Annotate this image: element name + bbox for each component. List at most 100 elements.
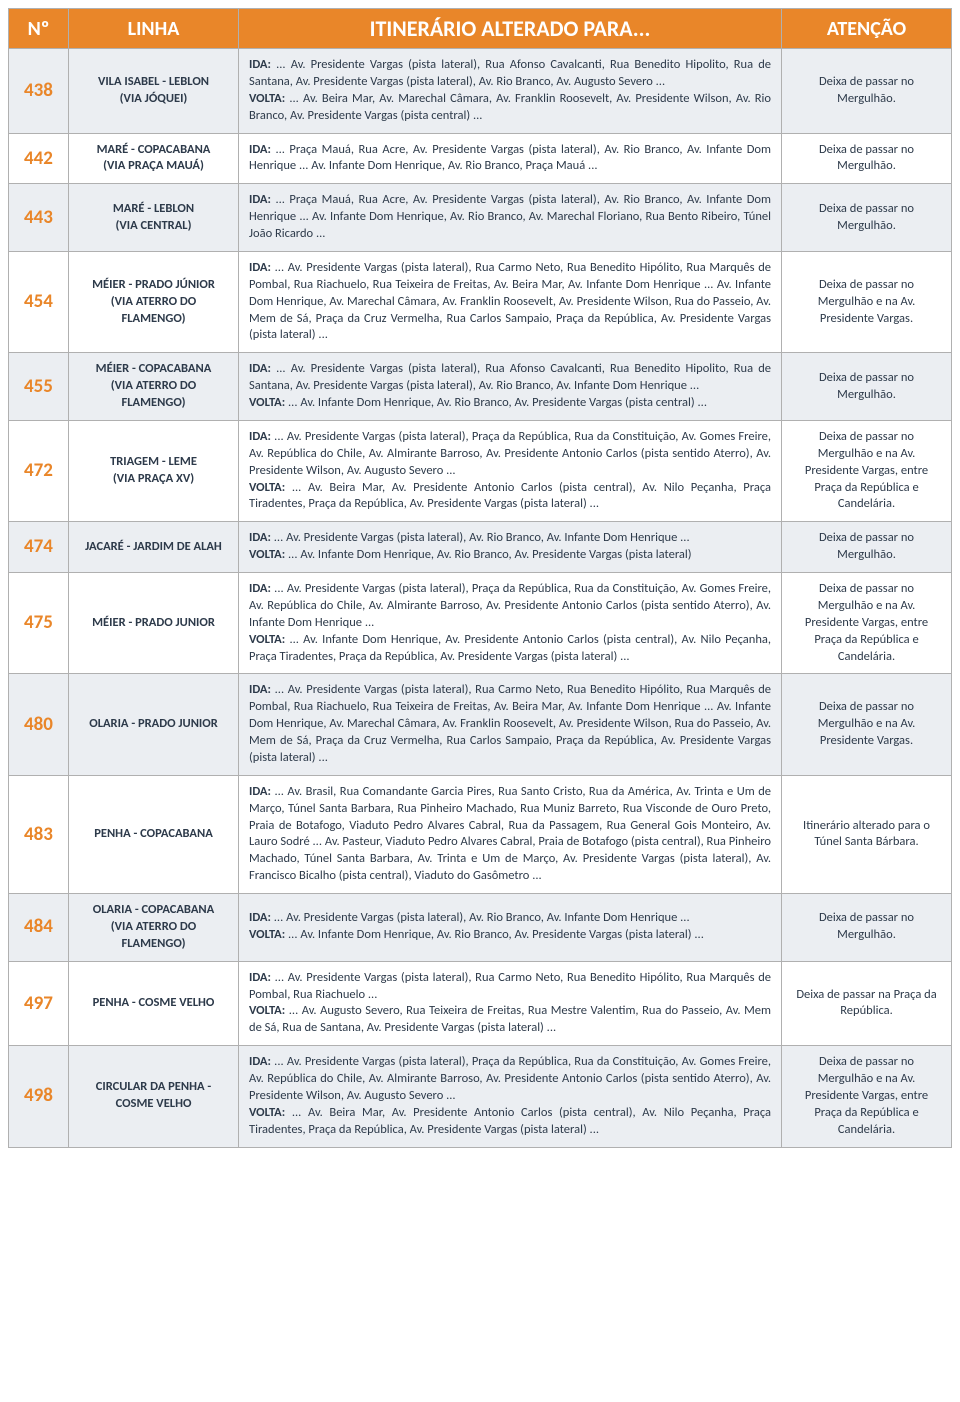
table-row: 484OLARIA - COPACABANA(VIA ATERRO DO FLA… — [9, 894, 952, 962]
table-row: 475MÉIER - PRADO JUNIORIDA: ... Av. Pres… — [9, 573, 952, 674]
ida-text: ... Av. Presidente Vargas (pista lateral… — [271, 530, 690, 545]
volta-text: ... Av. Beira Mar, Av. Marechal Câmara, … — [249, 91, 771, 123]
route-itinerary: IDA: ... Av. Presidente Vargas (pista la… — [239, 1046, 782, 1147]
volta-label: VOLTA: — [249, 1003, 285, 1018]
route-line: PENHA - COSME VELHO — [69, 961, 239, 1046]
ida-label: IDA: — [249, 784, 271, 799]
route-number: 438 — [9, 49, 69, 134]
ida-label: IDA: — [249, 682, 271, 697]
ida-text: ... Av. Presidente Vargas (pista lateral… — [249, 682, 771, 765]
route-number: 472 — [9, 420, 69, 521]
route-attention: Deixa de passar na Praça da República. — [782, 961, 952, 1046]
route-line: VILA ISABEL - LEBLON(VIA JÓQUEI) — [69, 49, 239, 134]
volta-label: VOLTA: — [249, 1105, 285, 1120]
volta-text: ... Av. Infante Dom Henrique, Av. Presid… — [249, 632, 771, 664]
route-attention: Deixa de passar no Mergulhão. — [782, 353, 952, 421]
ida-label: IDA: — [249, 429, 271, 444]
ida-text: ... Av. Presidente Vargas (pista lateral… — [249, 361, 771, 393]
table-row: 438VILA ISABEL - LEBLON(VIA JÓQUEI)IDA: … — [9, 49, 952, 134]
route-line: CIRCULAR DA PENHA - COSME VELHO — [69, 1046, 239, 1147]
ida-label: IDA: — [249, 970, 271, 985]
header-linha: LINHA — [69, 9, 239, 49]
route-itinerary: IDA: ... Praça Mauá, Rua Acre, Av. Presi… — [239, 184, 782, 252]
table-row: 483PENHA - COPACABANAIDA: ... Av. Brasil… — [9, 775, 952, 893]
route-itinerary: IDA: ... Av. Presidente Vargas (pista la… — [239, 573, 782, 674]
table-row: 454MÉIER - PRADO JÚNIOR(VIA ATERRO DO FL… — [9, 251, 952, 352]
ida-label: IDA: — [249, 530, 271, 545]
ida-text: ... Av. Presidente Vargas (pista lateral… — [249, 970, 771, 1002]
route-attention: Deixa de passar no Mergulhão. — [782, 894, 952, 962]
table-row: 442MARÉ - COPACABANA(VIA PRAÇA MAUÁ)IDA:… — [9, 133, 952, 184]
ida-label: IDA: — [249, 192, 271, 207]
volta-label: VOLTA: — [249, 480, 285, 495]
ida-text: ... Av. Presidente Vargas (pista lateral… — [249, 1054, 771, 1103]
volta-text: ... Av. Infante Dom Henrique, Av. Rio Br… — [285, 927, 704, 942]
route-line: TRIAGEM - LEME(VIA PRAÇA XV) — [69, 420, 239, 521]
ida-label: IDA: — [249, 260, 271, 275]
ida-label: IDA: — [249, 910, 271, 925]
route-number: 483 — [9, 775, 69, 893]
route-itinerary: IDA: ... Av. Presidente Vargas (pista la… — [239, 961, 782, 1046]
ida-label: IDA: — [249, 1054, 271, 1069]
route-number: 475 — [9, 573, 69, 674]
route-attention: Deixa de passar no Mergulhão. — [782, 184, 952, 252]
volta-label: VOLTA: — [249, 91, 285, 106]
volta-text: ... Av. Beira Mar, Av. Presidente Antoni… — [249, 480, 771, 512]
volta-label: VOLTA: — [249, 632, 285, 647]
route-number: 442 — [9, 133, 69, 184]
route-itinerary: IDA: ... Av. Presidente Vargas (pista la… — [239, 674, 782, 775]
header-num: Nº — [9, 9, 69, 49]
table-row: 498CIRCULAR DA PENHA - COSME VELHOIDA: .… — [9, 1046, 952, 1147]
ida-text: ... Av. Presidente Vargas (pista lateral… — [271, 910, 690, 925]
route-itinerary: IDA: ... Praça Mauá, Rua Acre, Av. Presi… — [239, 133, 782, 184]
route-attention: Deixa de passar no Mergulhão e na Av. Pr… — [782, 1046, 952, 1147]
ida-text: ... Praça Mauá, Rua Acre, Av. Presidente… — [249, 192, 771, 241]
table-row: 443MARÉ - LEBLON(VIA CENTRAL)IDA: ... Pr… — [9, 184, 952, 252]
route-line: MÉIER - PRADO JÚNIOR(VIA ATERRO DO FLAME… — [69, 251, 239, 352]
route-number: 498 — [9, 1046, 69, 1147]
route-line: MÉIER - COPACABANA(VIA ATERRO DO FLAMENG… — [69, 353, 239, 421]
table-row: 497PENHA - COSME VELHOIDA: ... Av. Presi… — [9, 961, 952, 1046]
volta-label: VOLTA: — [249, 547, 285, 562]
volta-text: ... Av. Beira Mar, Av. Presidente Antoni… — [249, 1105, 771, 1137]
route-number: 480 — [9, 674, 69, 775]
table-row: 480OLARIA - PRADO JUNIORIDA: ... Av. Pre… — [9, 674, 952, 775]
route-number: 455 — [9, 353, 69, 421]
volta-text: ... Av. Infante Dom Henrique, Av. Rio Br… — [285, 547, 691, 562]
ida-label: IDA: — [249, 581, 271, 596]
ida-label: IDA: — [249, 142, 271, 157]
route-itinerary: IDA: ... Av. Presidente Vargas (pista la… — [239, 522, 782, 573]
route-line: MARÉ - COPACABANA(VIA PRAÇA MAUÁ) — [69, 133, 239, 184]
ida-text: ... Av. Presidente Vargas (pista lateral… — [249, 429, 771, 478]
route-number: 484 — [9, 894, 69, 962]
route-attention: Deixa de passar no Mergulhão e na Av. Pr… — [782, 420, 952, 521]
route-attention: Deixa de passar no Mergulhão. — [782, 522, 952, 573]
table-row: 472TRIAGEM - LEME(VIA PRAÇA XV)IDA: ... … — [9, 420, 952, 521]
route-number: 454 — [9, 251, 69, 352]
route-attention: Deixa de passar no Mergulhão. — [782, 133, 952, 184]
route-attention: Deixa de passar no Mergulhão e na Av. Pr… — [782, 674, 952, 775]
route-attention: Deixa de passar no Mergulhão e na Av. Pr… — [782, 251, 952, 352]
route-attention: Deixa de passar no Mergulhão. — [782, 49, 952, 134]
ida-text: ... Av. Presidente Vargas (pista lateral… — [249, 57, 771, 89]
ida-label: IDA: — [249, 361, 271, 376]
route-itinerary: IDA: ... Av. Presidente Vargas (pista la… — [239, 353, 782, 421]
volta-text: ... Av. Infante Dom Henrique, Av. Rio Br… — [285, 395, 707, 410]
volta-label: VOLTA: — [249, 395, 285, 410]
route-attention: Deixa de passar no Mergulhão e na Av. Pr… — [782, 573, 952, 674]
route-itinerary: IDA: ... Av. Presidente Vargas (pista la… — [239, 420, 782, 521]
ida-text: ... Praça Mauá, Rua Acre, Av. Presidente… — [249, 142, 771, 174]
ida-text: ... Av. Presidente Vargas (pista lateral… — [249, 581, 771, 630]
header-itinerario: ITINERÁRIO ALTERADO PARA... — [239, 9, 782, 49]
route-itinerary: IDA: ... Av. Brasil, Rua Comandante Garc… — [239, 775, 782, 893]
volta-label: VOLTA: — [249, 927, 285, 942]
ida-text: ... Av. Presidente Vargas (pista lateral… — [249, 260, 771, 343]
route-itinerary: IDA: ... Av. Presidente Vargas (pista la… — [239, 894, 782, 962]
route-line: MÉIER - PRADO JUNIOR — [69, 573, 239, 674]
header-row: Nº LINHA ITINERÁRIO ALTERADO PARA... ATE… — [9, 9, 952, 49]
route-itinerary: IDA: ... Av. Presidente Vargas (pista la… — [239, 49, 782, 134]
bus-routes-table: Nº LINHA ITINERÁRIO ALTERADO PARA... ATE… — [8, 8, 952, 1148]
route-line: OLARIA - COPACABANA(VIA ATERRO DO FLAMEN… — [69, 894, 239, 962]
route-number: 443 — [9, 184, 69, 252]
ida-label: IDA: — [249, 57, 271, 72]
